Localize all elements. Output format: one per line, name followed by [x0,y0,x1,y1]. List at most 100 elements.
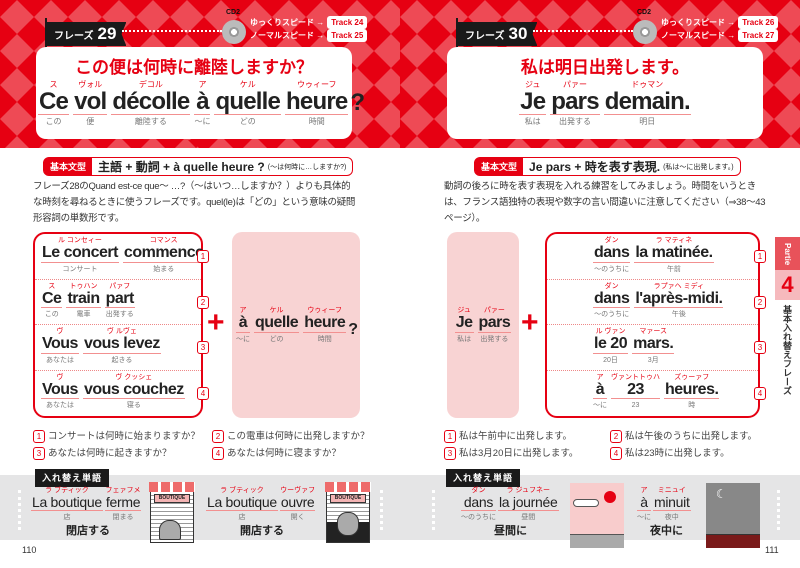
dotted-border [777,490,780,530]
word-unit: ドゥマン demain. 明日 [603,80,691,127]
word-unit: ラ ブティック La boutique 店 [206,486,278,522]
number-badge: 2 [197,295,209,309]
japanese-gloss: 電車 [76,311,91,319]
french-word: dans [593,289,631,309]
french-word: dans [461,495,496,511]
phrase-flag: フレーズ 30 [457,22,538,46]
japanese-gloss: あなたは [45,402,74,410]
track-badge[interactable]: Track 24 [327,16,368,29]
pronunciation-ruby: ウゥィーフ [307,307,343,315]
pronunciation-ruby: トゥハン [69,282,98,290]
japanese-gloss: どの [269,335,284,343]
japanese-gloss: 便 [86,117,95,127]
right-page: フレーズ 30 CD2 ゆっくりスピード → Track 26 ノーマルスピード →… [400,0,800,568]
word-unit: ス Ce この [38,80,70,126]
number-badge: 1 [197,250,209,263]
explanation-paragraph: フレーズ28のQuand est-ce que～ …?（～はいつ…しますか？）よ… [33,181,356,224]
french-word: l'après-midi. [634,289,724,309]
city-skyline [570,534,624,548]
substitution-row: ダン dans ～のうちに ラプァヘ ミディ l'après-midi. 午後 [547,280,758,325]
japanese-gloss: ～のうちに [594,311,630,319]
pronunciation-ruby: ア [640,487,648,494]
normal-speed-label: ノーマルスピード → [250,31,325,40]
french-word: train [66,289,101,309]
japanese-gloss: どの [239,117,256,127]
french-word: Vous [41,335,79,354]
vocab-item-1: ラ ブティック La boutique 店 フェァフメ ferme 閉まる [30,486,142,522]
french-word: Je [454,314,474,333]
track-badge[interactable]: Track 27 [738,29,779,42]
french-word: à [637,495,651,511]
word-unit: コマンス commence 始まる [122,236,205,274]
basic-pattern: 基本文型 主語 + 動詞 + à quelle heure ? (～は何時に…します… [43,157,354,176]
number-badge: 4 [610,447,622,460]
phrase-title-jp: 私は明日出発します。 [520,58,690,77]
cloud-icon [573,499,599,507]
pronunciation-ruby: ドゥマン [631,80,664,89]
vocab-caption: 開店する [240,525,284,537]
word-unit: トゥハン train 電車 [66,282,101,320]
phrase-title-jp: この便は何時に離陸しますか？ [75,58,313,77]
japanese-gloss: 20日 [603,356,618,364]
track-badge[interactable]: Track 25 [327,29,368,42]
french-word: Ce [38,88,70,116]
city-skyline [706,534,760,548]
japanese-gloss: 時 [688,402,696,410]
pronunciation-ruby: ジュ [457,307,471,315]
substitution-box: ダン dans ～のうちにラ マティネ la matinée. 午前 1 ダン dans ～のう… [545,232,766,418]
word-unit: デコル décolle 離陸する [111,80,191,126]
pronunciation-ruby: ダン [604,282,619,290]
basic-pattern-text: 主語 + 動詞 + à quelle heure ? [98,160,265,174]
word-unit: ウーヴァフ ouvre 開く [279,486,316,522]
basic-pattern-tag: 基本文型 [475,158,524,175]
japanese-gloss: 店 [63,513,71,521]
number-badge: 2 [754,295,766,309]
pronunciation-ruby: ヴォル [78,80,103,89]
japanese-gloss: 23 [631,402,640,410]
slow-speed-label: ゆっくりスピード → [250,18,325,27]
explanation-paragraph: 動詞の後ろに時を表す表現を入れる練習をしてみましょう。時間をいうときは、フランス… [444,181,766,224]
pronunciation-ruby: ラ マティネ [655,237,693,244]
pronunciation-ruby: ラ ジュフネー [506,487,550,494]
left-page: フレーズ 29 CD2 ゆっくりスピード → Track 24 ノーマルスピード →… [0,0,400,555]
japanese-gloss: 閉まる [112,513,134,521]
pronunciation-ruby: ル コンセィー [57,237,102,244]
japanese-gloss: 私は [524,117,541,127]
word-unit: ズゥーァフ heures. 時 [664,373,720,411]
number-badge: 4 [197,386,209,400]
basic-pattern: 基本文型 Je pars + 時を表す表現. (私は～に出発します。) [474,157,741,176]
japanese-gloss: 時間 [317,335,332,343]
translation-2: 2 この電車は何時に出発しますか？ [212,428,370,443]
translation-text: コンサートは何時に始まりますか？ [48,431,201,442]
french-word: mars. [632,335,675,354]
french-word: ouvre [279,494,316,511]
japanese-gloss: 明日 [639,117,656,127]
pronunciation-ruby: ウゥィーフ [296,80,337,89]
number-badge: 1 [33,430,45,443]
french-word: Je [519,88,547,116]
phrase-card: 私は明日出発します。 ジュ Je 私は パァー pars 出発する ドゥマン demain. 明… [447,47,763,139]
number-badge: 3 [754,341,766,354]
shop-open-illustration: BOUTIQUE [325,482,371,543]
word-unit: パァフ part 出発する [104,282,135,320]
pronunciation-ruby: ラ ブティック [45,487,89,494]
pronunciation-ruby: ア [198,80,207,89]
translation-4: 4 私は23時に出発します。 [610,445,730,460]
dotted-border [380,490,383,530]
normal-speed-label: ノーマルスピード → [661,31,736,40]
pronunciation-ruby: ア [596,373,604,381]
japanese-gloss: ～に [637,513,651,521]
french-word: part [104,289,135,309]
pronunciation-ruby: ジュ [524,80,541,89]
track-badge[interactable]: Track 26 [738,16,779,29]
vocab-caption: 昼間に [494,525,527,537]
french-word: commence [122,244,205,263]
chapter-tab[interactable]: Partie 4 [775,237,800,300]
word-unit: ヴ クッシェ vous couchez 寝る [82,373,185,411]
pronunciation-ruby: ヴ クッシェ [115,373,153,381]
track-info: ゆっくりスピード → Track 24 ノーマルスピード → Track 25 [250,16,368,42]
substitution-row: ダン dans ～のうちに ラ マティネ la matinée. 午前 [547,234,758,280]
substitution-row: ス Ce この トゥハン train 電車 パァフ part 出発する [35,280,201,325]
pronunciation-ruby: ル ヴァン [595,328,626,335]
french-word: à [194,88,211,116]
